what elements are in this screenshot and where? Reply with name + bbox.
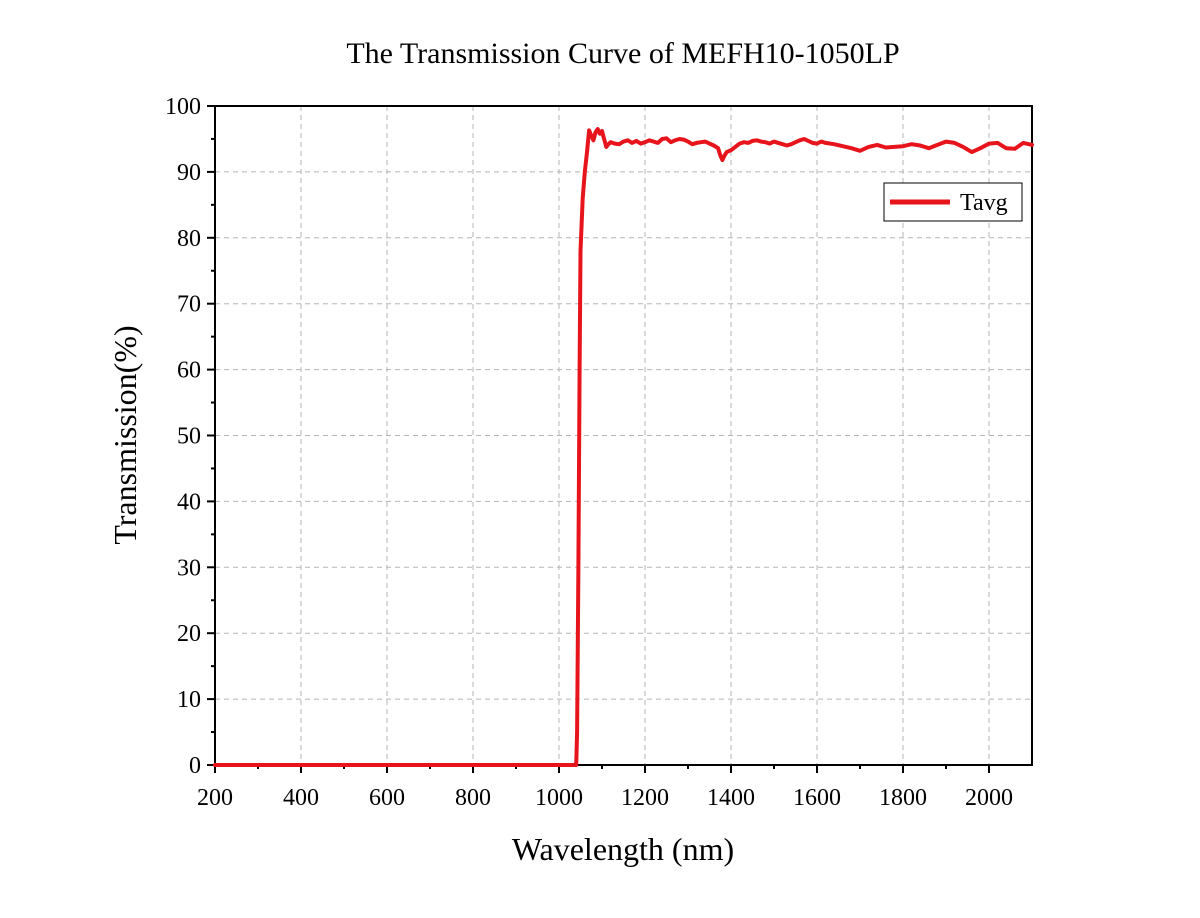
x-tick-label: 600	[369, 785, 405, 811]
x-tick-label: 2000	[965, 785, 1013, 811]
x-tick-label: 800	[455, 785, 491, 811]
series-line-tavg	[213, 127, 1034, 767]
x-tick-label: 400	[283, 785, 319, 811]
y-tick-label: 20	[177, 621, 201, 647]
x-tick-label: 1800	[879, 785, 927, 811]
series-layer	[213, 127, 1034, 767]
x-tick-label: 1200	[621, 785, 669, 811]
y-axis-label: Transmission(%)	[107, 325, 143, 544]
x-axis: 200 400 600 800 1000 1200 1400 1600 1800 2000	[197, 765, 1013, 811]
y-tick-label: 10	[177, 687, 201, 713]
x-tick-label: 1600	[793, 785, 841, 811]
y-tick-label: 100	[165, 94, 201, 120]
x-tick-label: 1400	[707, 785, 755, 811]
y-tick-label: 30	[177, 555, 201, 581]
legend: Tavg	[883, 182, 1023, 222]
y-tick-label: 50	[177, 424, 201, 450]
y-tick-label: 70	[177, 292, 201, 318]
x-tick-label: 1000	[535, 785, 583, 811]
y-tick-label: 60	[177, 358, 201, 384]
x-axis-label: Wavelength (nm)	[512, 831, 734, 867]
y-tick-label: 90	[177, 160, 201, 186]
y-tick-label: 40	[177, 489, 201, 515]
legend-entry-tavg: Tavg	[960, 190, 1008, 216]
y-tick-label: 0	[189, 753, 201, 779]
x-tick-label: 200	[197, 785, 233, 811]
y-tick-label: 80	[177, 226, 201, 252]
y-axis: 0 10 20 30 40 50 60 70 80 90 100	[165, 94, 215, 779]
chart-title: The Transmission Curve of MEFH10-1050LP	[346, 37, 899, 70]
